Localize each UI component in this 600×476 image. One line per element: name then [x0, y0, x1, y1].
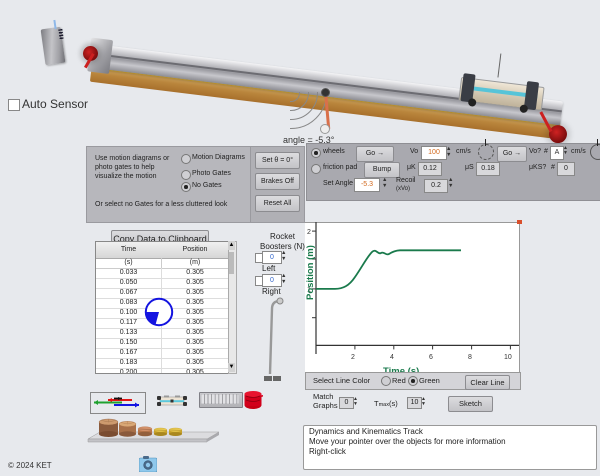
svg-text:2: 2: [351, 354, 355, 361]
svg-text:10: 10: [504, 354, 512, 361]
svg-text:4: 4: [390, 354, 394, 361]
svg-text:2: 2: [307, 229, 311, 236]
svg-text:Position (m): Position (m): [305, 245, 316, 300]
svg-text:6: 6: [429, 354, 433, 361]
svg-text:8: 8: [468, 354, 472, 361]
